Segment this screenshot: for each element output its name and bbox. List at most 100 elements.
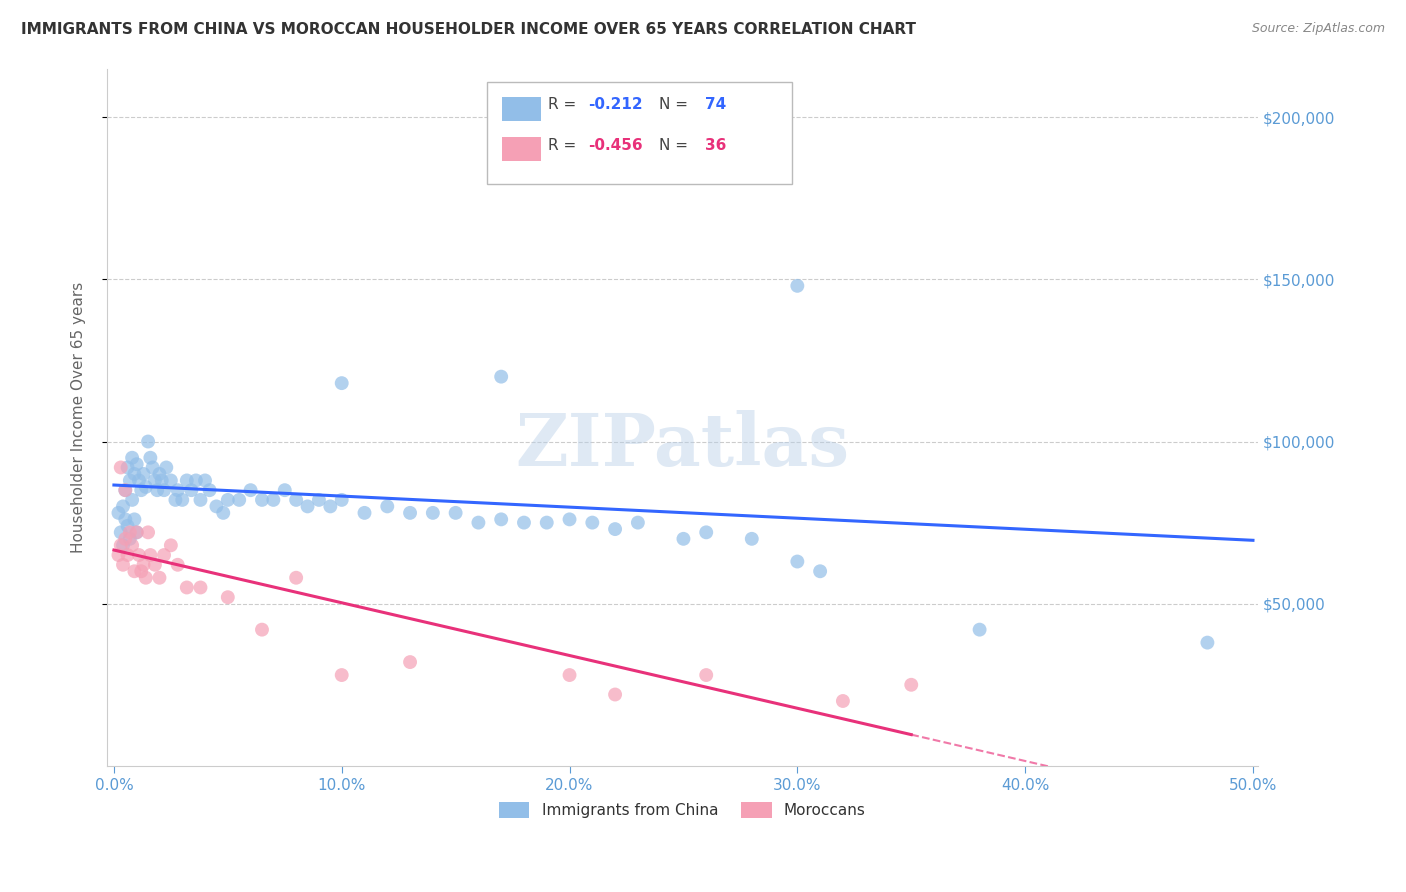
Point <box>160 474 183 488</box>
Point <box>399 655 422 669</box>
Point <box>489 369 512 384</box>
Point <box>117 519 139 533</box>
Point <box>330 668 353 682</box>
Point <box>125 457 148 471</box>
Point <box>166 558 188 572</box>
Point <box>558 668 581 682</box>
Point <box>176 581 198 595</box>
Point <box>143 558 166 572</box>
Point <box>114 512 136 526</box>
Point <box>190 492 212 507</box>
FancyBboxPatch shape <box>502 136 541 161</box>
Point <box>118 474 141 488</box>
Point <box>297 500 319 514</box>
Text: IMMIGRANTS FROM CHINA VS MOROCCAN HOUSEHOLDER INCOME OVER 65 YEARS CORRELATION C: IMMIGRANTS FROM CHINA VS MOROCCAN HOUSEH… <box>21 22 917 37</box>
Point <box>135 480 157 494</box>
Point <box>180 483 202 498</box>
Point <box>444 506 467 520</box>
Point <box>319 500 342 514</box>
Point <box>228 492 250 507</box>
Point <box>250 492 273 507</box>
Point <box>969 623 991 637</box>
Y-axis label: Householder Income Over 65 years: Householder Income Over 65 years <box>72 282 86 553</box>
Point <box>308 492 330 507</box>
Point <box>128 474 150 488</box>
Point <box>184 474 207 488</box>
Point <box>107 506 129 520</box>
Point <box>132 558 155 572</box>
Point <box>124 512 146 526</box>
Point <box>212 506 235 520</box>
Point <box>603 688 626 702</box>
Point <box>330 376 353 391</box>
Point <box>110 525 132 540</box>
Point <box>353 506 375 520</box>
Point <box>172 492 194 507</box>
FancyBboxPatch shape <box>486 82 792 184</box>
Point <box>160 538 183 552</box>
Point <box>536 516 558 530</box>
Point <box>121 492 143 507</box>
Point <box>139 548 162 562</box>
Point <box>114 483 136 498</box>
Point <box>190 581 212 595</box>
Point <box>900 678 922 692</box>
Point <box>808 564 831 578</box>
Point <box>194 474 217 488</box>
Text: R =: R = <box>548 137 581 153</box>
Point <box>118 532 141 546</box>
Point <box>558 512 581 526</box>
Point <box>143 474 166 488</box>
Point <box>627 516 650 530</box>
Point <box>176 474 198 488</box>
Text: -0.456: -0.456 <box>588 137 643 153</box>
Point <box>695 525 717 540</box>
Point <box>399 506 422 520</box>
Point <box>121 450 143 465</box>
Text: Source: ZipAtlas.com: Source: ZipAtlas.com <box>1251 22 1385 36</box>
Point <box>330 492 353 507</box>
Point <box>128 548 150 562</box>
Point <box>125 525 148 540</box>
Point <box>422 506 444 520</box>
Point <box>114 483 136 498</box>
Point <box>262 492 284 507</box>
Point <box>111 500 134 514</box>
Point <box>217 591 239 605</box>
Point <box>581 516 603 530</box>
Point <box>467 516 489 530</box>
Point <box>695 668 717 682</box>
Point <box>111 538 134 552</box>
Point <box>153 483 176 498</box>
Point <box>129 483 152 498</box>
Point <box>581 159 603 173</box>
Point <box>217 492 239 507</box>
Point <box>513 516 536 530</box>
Point <box>165 492 187 507</box>
Point <box>132 467 155 481</box>
Text: R =: R = <box>548 97 581 112</box>
Text: 36: 36 <box>706 137 727 153</box>
Point <box>786 278 808 293</box>
Point <box>250 623 273 637</box>
Point <box>741 532 763 546</box>
Point <box>274 483 297 498</box>
Point <box>375 500 398 514</box>
Point <box>142 460 165 475</box>
Point <box>117 460 139 475</box>
Point <box>118 525 141 540</box>
Text: ZIPatlas: ZIPatlas <box>515 409 849 481</box>
Point <box>285 492 308 507</box>
Point <box>124 564 146 578</box>
Point <box>121 538 143 552</box>
Legend: Immigrants from China, Moroccans: Immigrants from China, Moroccans <box>492 797 872 824</box>
Point <box>124 467 146 481</box>
Point <box>285 571 308 585</box>
Point <box>198 483 221 498</box>
Point <box>129 564 152 578</box>
Point <box>148 467 170 481</box>
Point <box>114 532 136 546</box>
Point <box>155 460 177 475</box>
Point <box>205 500 228 514</box>
Text: -0.212: -0.212 <box>588 97 643 112</box>
